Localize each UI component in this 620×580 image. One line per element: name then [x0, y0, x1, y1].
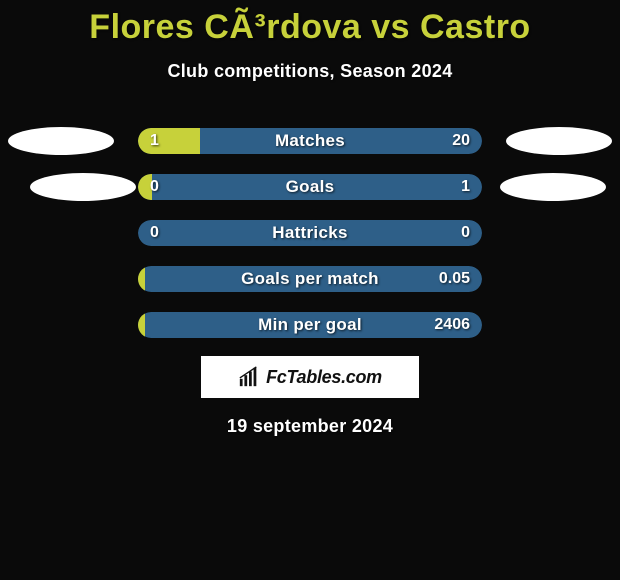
stat-label: Min per goal	[258, 315, 362, 335]
stat-bar-fill	[138, 312, 145, 338]
page-subtitle: Club competitions, Season 2024	[0, 61, 620, 82]
bar-chart-icon	[238, 366, 260, 388]
stat-value-left: 0	[150, 178, 159, 196]
stat-label: Matches	[275, 131, 345, 151]
logo-text: FcTables.com	[266, 367, 382, 388]
stat-bar: Min per goal 2406	[138, 312, 482, 338]
player-ellipse-right	[506, 127, 612, 155]
stat-label: Goals per match	[241, 269, 379, 289]
date-text: 19 september 2024	[0, 416, 620, 437]
stat-bar-fill	[138, 266, 145, 292]
stat-value-right: 0.05	[439, 270, 470, 288]
stat-label: Goals	[286, 177, 335, 197]
stat-value-right: 20	[452, 132, 470, 150]
stat-row: 0 Hattricks 0	[0, 220, 620, 246]
stat-bar: 0 Goals 1	[138, 174, 482, 200]
page-title: Flores CÃ³rdova vs Castro	[0, 8, 620, 47]
comparison-card: Flores CÃ³rdova vs Castro Club competiti…	[0, 0, 620, 437]
stat-label: Hattricks	[272, 223, 347, 243]
stat-bar: 1 Matches 20	[138, 128, 482, 154]
stat-row: 1 Matches 20	[0, 128, 620, 154]
stat-value-right: 2406	[434, 316, 470, 334]
logo-badge: FcTables.com	[201, 356, 419, 398]
player-ellipse-left	[30, 173, 136, 201]
stat-row: 0 Goals 1	[0, 174, 620, 200]
stat-value-left: 1	[150, 132, 159, 150]
stat-value-right: 0	[461, 224, 470, 242]
stat-bar-fill	[138, 128, 200, 154]
player-ellipse-right	[500, 173, 606, 201]
stat-bar: Goals per match 0.05	[138, 266, 482, 292]
stat-value-right: 1	[461, 178, 470, 196]
stat-value-left: 0	[150, 224, 159, 242]
stats-rows: 1 Matches 20 0 Goals 1 0 Hattricks 0 Goals per ma…	[0, 128, 620, 338]
player-ellipse-left	[8, 127, 114, 155]
stat-bar: 0 Hattricks 0	[138, 220, 482, 246]
stat-row: Min per goal 2406	[0, 312, 620, 338]
stat-row: Goals per match 0.05	[0, 266, 620, 292]
